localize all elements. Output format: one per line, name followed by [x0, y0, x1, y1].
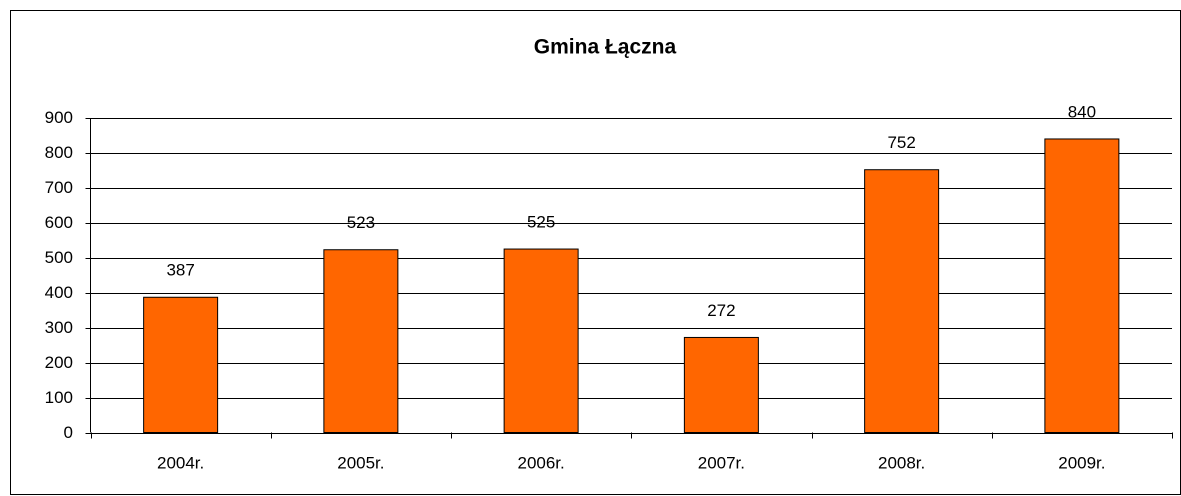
x-tick-label: 2009r.	[1058, 453, 1105, 472]
x-tick-label: 2005r.	[337, 453, 384, 472]
y-tick-label: 200	[45, 353, 73, 372]
x-tick-label: 2004r.	[157, 453, 204, 472]
x-tick-label: 2007r.	[698, 453, 745, 472]
data-label: 523	[347, 213, 375, 232]
data-label: 525	[527, 213, 555, 232]
y-tick-label: 600	[45, 213, 73, 232]
y-tick-label: 500	[45, 248, 73, 267]
data-label: 752	[887, 133, 915, 152]
y-tick-label: 900	[45, 108, 73, 127]
bar	[323, 249, 399, 433]
y-tick-label: 100	[45, 388, 73, 407]
x-tick-label: 2006r.	[517, 453, 564, 472]
chart-title: Gmina Łączna	[534, 36, 677, 59]
y-tick-label: 800	[45, 143, 73, 162]
data-label: 272	[707, 301, 735, 320]
bar	[683, 336, 759, 433]
y-tick-label: 0	[64, 423, 73, 442]
bar	[503, 248, 579, 433]
bar	[1044, 138, 1120, 433]
y-tick-label: 300	[45, 318, 73, 337]
data-label: 387	[166, 261, 194, 280]
y-tick-label: 400	[45, 283, 73, 302]
bar	[864, 169, 940, 433]
x-tick-label: 2008r.	[878, 453, 925, 472]
data-label: 840	[1068, 102, 1096, 121]
y-tick-label: 700	[45, 178, 73, 197]
bar	[143, 296, 219, 434]
